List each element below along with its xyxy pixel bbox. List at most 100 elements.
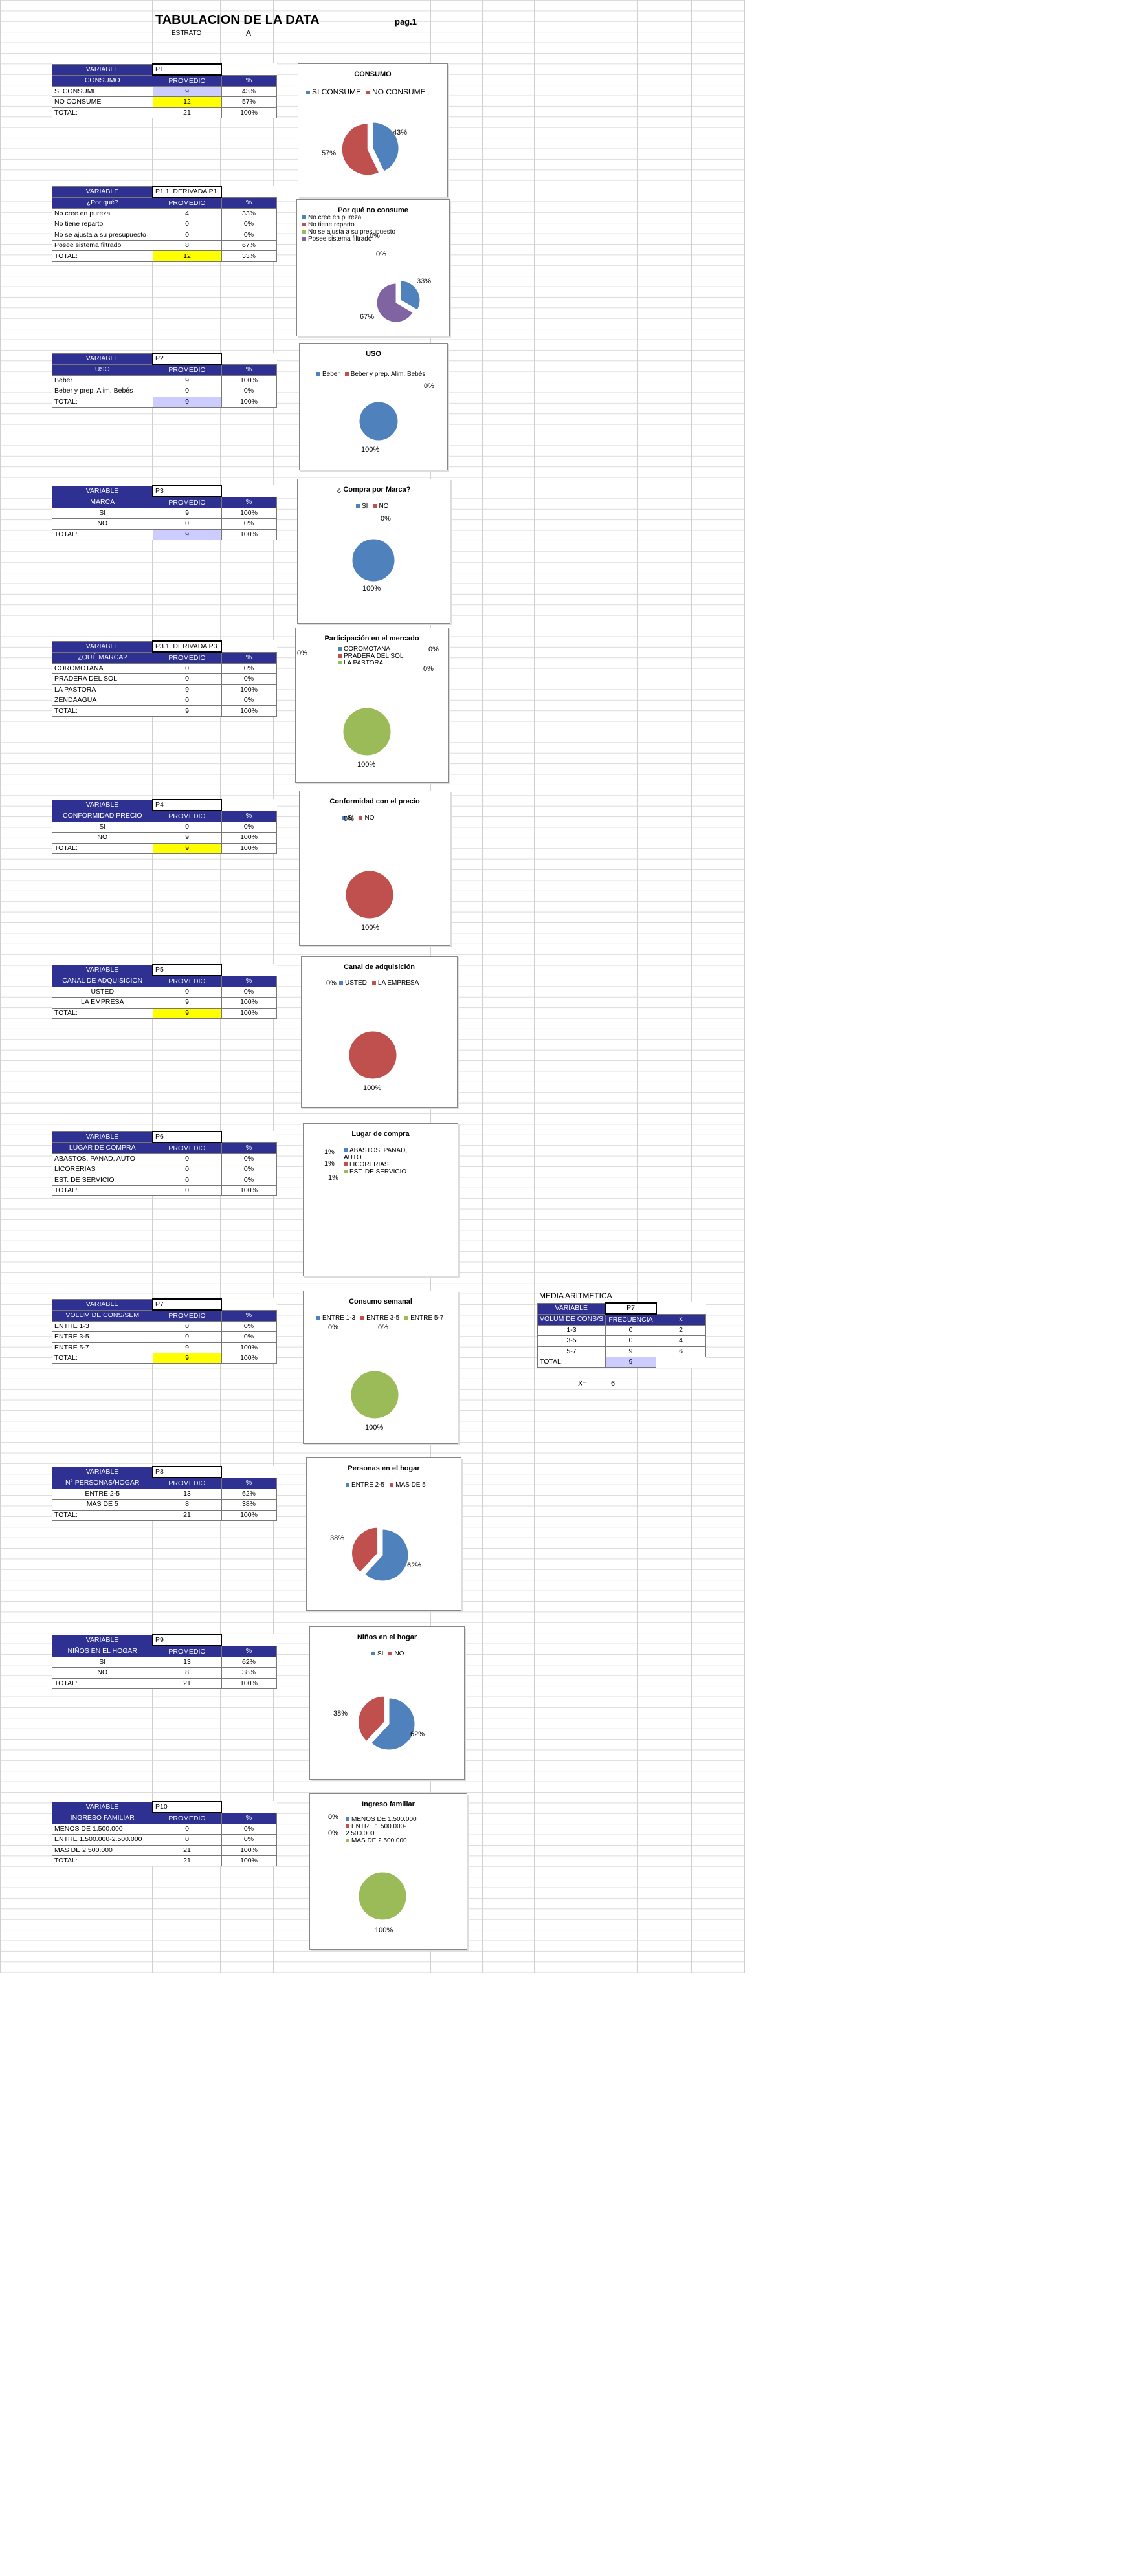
- pie-slice-no[interactable]: [358, 1696, 385, 1742]
- pie-chart-6[interactable]: Conformidad con el precio SI NO 100% 0%: [299, 791, 450, 946]
- media-variable-value[interactable]: P7: [604, 1302, 657, 1315]
- pie-slice-entre-5-7[interactable]: [350, 1370, 399, 1419]
- chart-title: Conformidad con el precio: [329, 798, 420, 805]
- pie-data-label: 100%: [361, 924, 380, 932]
- grid-column-line: [637, 0, 638, 1973]
- variable-value[interactable]: P10: [152, 1800, 222, 1814]
- table-row: MAS DE 2.500.000 21 100%: [52, 1844, 277, 1856]
- data-table-t8: VARIABLE P6 LUGAR DE COMPRA PROMEDIO% ABASTO…: [52, 1130, 277, 1197]
- pie-data-label: 67%: [360, 313, 375, 321]
- pie-slice-no-cree-en-pureza[interactable]: [400, 280, 421, 311]
- table-row: ENTRE 1-3 0 0%: [52, 1320, 277, 1333]
- pie-slice-posee-sistema-filtrado[interactable]: [376, 283, 414, 323]
- legend-label: NO: [364, 814, 375, 822]
- pie-slice-la-pastora[interactable]: [342, 707, 392, 756]
- legend-label: No se ajusta a su presupuesto: [308, 228, 396, 235]
- legend-label: SI: [362, 503, 368, 510]
- variable-value[interactable]: P8: [152, 1465, 222, 1479]
- pie-data-label: 0%: [424, 382, 434, 390]
- table-row: ZENDAAGUA 0 0%: [52, 694, 277, 706]
- legend-swatch: [344, 1170, 348, 1174]
- variable-label: VARIABLE: [52, 485, 153, 497]
- table-total-row: TOTAL: 21 100%: [52, 1677, 277, 1689]
- pie-data-label: 33%: [417, 278, 432, 285]
- variable-value[interactable]: P3: [152, 485, 222, 498]
- pie-plot: [342, 707, 392, 756]
- pie-chart-4[interactable]: ¿ Compra por Marca? SI NO 100% 0%: [297, 479, 450, 624]
- pie-chart-8[interactable]: Lugar de compra ABASTOS, PANAD, AUTO LICOR…: [303, 1123, 458, 1276]
- pie-data-label: 0%: [370, 232, 380, 240]
- pie-chart-9[interactable]: Consumo semanal ENTRE 1-3 ENTRE 3-5 ENTRE 5…: [303, 1291, 458, 1444]
- legend-swatch: [302, 237, 306, 241]
- table-row: SI 9 100%: [52, 507, 277, 519]
- variable-value[interactable]: P3.1. DERIVADA P3: [152, 640, 222, 653]
- pie-chart-12[interactable]: Ingreso familiar MENOS DE 1.500.000 ENTRE …: [309, 1793, 467, 1950]
- variable-value[interactable]: P6: [152, 1130, 222, 1144]
- chart-legend: SI NO: [342, 814, 379, 822]
- pie-slice-no-consume[interactable]: [341, 123, 380, 176]
- legend-swatch: [302, 230, 306, 234]
- pie-slice-no[interactable]: [345, 870, 394, 919]
- pie-slice-si[interactable]: [371, 1697, 415, 1751]
- variable-value[interactable]: P2: [152, 352, 222, 366]
- header-promedio: PROMEDIO: [152, 810, 222, 822]
- pie-slice-mas-de-5[interactable]: [351, 1527, 379, 1573]
- pie-data-label: 62%: [407, 1562, 422, 1569]
- variable-value[interactable]: P5: [152, 963, 222, 977]
- pie-slice-beber[interactable]: [359, 401, 399, 441]
- header-promedio: PROMEDIO: [152, 74, 222, 87]
- table-total-row: TOTAL: 9 100%: [52, 529, 277, 540]
- header-promedio: PROMEDIO: [152, 1142, 222, 1154]
- pie-chart-7[interactable]: Canal de adquisición USTED LA EMPRESA 100% 0…: [301, 956, 458, 1108]
- pie-chart-11[interactable]: Niños en el hogar SI NO 62% 38%: [309, 1626, 465, 1780]
- pie-slice-entre-2-5[interactable]: [364, 1529, 409, 1582]
- variable-value[interactable]: P4: [152, 798, 222, 812]
- legend-swatch: [302, 215, 306, 220]
- pie-slice-si-consume[interactable]: [372, 122, 399, 172]
- table-row: EST. DE SERVICIO 0 0%: [52, 1174, 277, 1186]
- pie-data-label: 0%: [326, 979, 337, 987]
- pie-slice-si[interactable]: [351, 538, 395, 582]
- pie-data-label: 0%: [378, 1324, 388, 1331]
- table-total-row: TOTAL: 9 100%: [52, 842, 277, 854]
- variable-value[interactable]: P7: [152, 1298, 222, 1311]
- pie-slice-mas-de-2-500-000[interactable]: [358, 1872, 407, 1921]
- table-row: COROMOTANA 0 0%: [52, 662, 277, 675]
- header-category: INGRESO FAMILIAR: [52, 1812, 153, 1824]
- media-header-x: x: [656, 1313, 707, 1326]
- variable-value[interactable]: P9: [152, 1633, 222, 1647]
- legend-item: Beber y prep. Alim. Bebés: [344, 371, 425, 378]
- table-row: ENTRE 3-5 0 0%: [52, 1331, 277, 1343]
- table-row: 3-5 0 4: [537, 1335, 707, 1347]
- legend-swatch: [356, 504, 360, 508]
- pie-chart-1[interactable]: CONSUMO SI CONSUME NO CONSUME 43% 57%: [298, 63, 448, 197]
- media-header-frecuencia: FRECUENCIA: [605, 1313, 657, 1326]
- pie-chart-2[interactable]: Por qué no consume No cree en pureza No ti…: [296, 199, 450, 336]
- legend-label: ENTRE 1.500.000-2.500.000: [346, 1823, 406, 1837]
- pie-plot: [348, 1031, 397, 1080]
- variable-value[interactable]: P1.1. DERIVADA P1: [152, 185, 222, 199]
- estrato-label: ESTRATO: [172, 30, 202, 37]
- legend-item: ENTRE 2-5: [346, 1481, 384, 1489]
- legend-label: PRADERA DEL SOL: [344, 653, 404, 660]
- data-table-t7: VARIABLE P5 CANAL DE ADQUISICION PROMEDIO% U…: [52, 963, 277, 1019]
- table-total-row: TOTAL: 21 100%: [52, 107, 277, 118]
- legend-item: NO: [388, 1650, 404, 1657]
- legend-swatch: [371, 1652, 375, 1656]
- pie-plot: [359, 401, 399, 441]
- table-row: ENTRE 2-5 13 62%: [52, 1488, 277, 1500]
- variable-label: VARIABLE: [52, 640, 153, 653]
- table-row: MAS DE 5 8 38%: [52, 1499, 277, 1511]
- legend-swatch: [302, 223, 306, 227]
- table-total-row: TOTAL: 0 100%: [52, 1184, 277, 1197]
- pie-plot: [341, 122, 399, 176]
- legend-item: SI: [371, 1650, 383, 1657]
- variable-value[interactable]: P1: [152, 63, 222, 76]
- pie-chart-3[interactable]: USO Beber Beber y prep. Alim. Bebés 100% 0%: [299, 343, 448, 470]
- pie-slice-la-empresa[interactable]: [348, 1031, 397, 1080]
- grid-column-line: [534, 0, 535, 1973]
- pie-plot: [358, 1696, 415, 1751]
- pie-chart-10[interactable]: Personas en el hogar ENTRE 2-5 MAS DE 5 62%…: [306, 1457, 461, 1611]
- pie-chart-5[interactable]: Participación en el mercado COROMOTANA PRA…: [295, 628, 449, 783]
- grid-column-line: [744, 0, 745, 1973]
